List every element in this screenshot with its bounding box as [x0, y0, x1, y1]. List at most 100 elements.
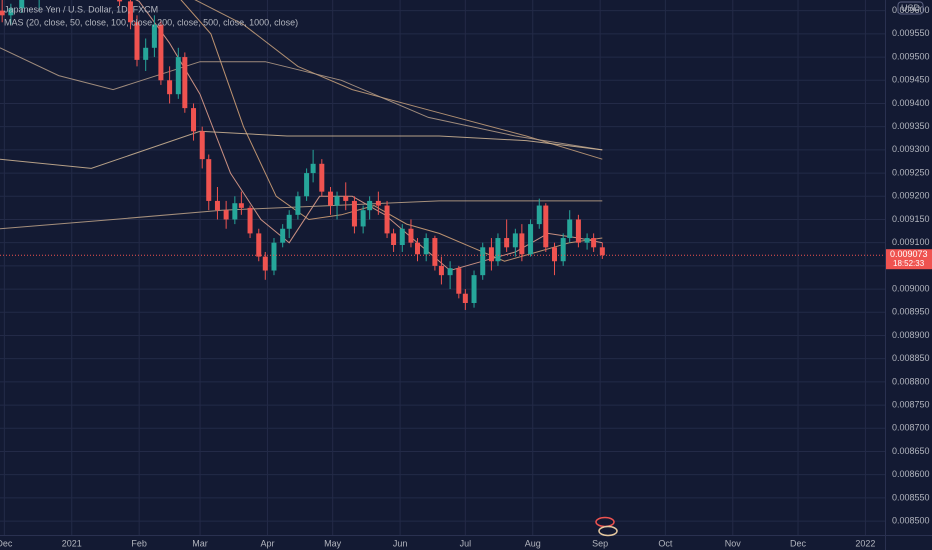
event-markers [595, 516, 618, 537]
candle-body [543, 205, 549, 248]
currency-label[interactable]: USD [901, 3, 921, 13]
y-tick-label: 0.009300 [892, 144, 930, 154]
y-tick-label: 0.008500 [892, 515, 930, 525]
y-tick-label: 0.008800 [892, 376, 930, 386]
moving-average-line [0, 130, 603, 169]
candle-body [304, 173, 310, 197]
y-tick-label: 0.009500 [892, 51, 930, 61]
y-tick-label: 0.009250 [892, 167, 930, 177]
y-tick-label: 0.009200 [892, 191, 930, 201]
x-tick-label: Apr [260, 538, 274, 548]
x-tick-label: 2022 [855, 538, 875, 548]
candle-body [310, 163, 316, 174]
candle-body [206, 159, 212, 201]
candle-body [191, 108, 197, 132]
candle-body [295, 196, 301, 215]
x-tick-label: May [324, 538, 342, 548]
x-tick-label: Oct [658, 538, 673, 548]
candle-body [584, 238, 590, 243]
candle-body [351, 200, 357, 227]
axes: 0.008500 0.008550 0.008600 0.008650 0.008700… [0, 5, 932, 548]
candle-body [167, 80, 173, 95]
candle-body [214, 200, 220, 211]
candle-body [414, 242, 420, 255]
candle-body [536, 205, 542, 225]
candle-body [560, 238, 566, 262]
y-tick-label: 0.009000 [892, 283, 930, 293]
candle-body [256, 233, 262, 257]
candle-body [438, 265, 444, 276]
candle-body [504, 238, 510, 248]
candle-body [384, 205, 390, 234]
candle-body [247, 207, 253, 234]
x-tick-label: Dec [0, 538, 13, 548]
candle-body [423, 238, 429, 255]
y-tick-label: 0.008600 [892, 469, 930, 479]
candle-body [334, 196, 340, 206]
y-tick-label: 0.009150 [892, 214, 930, 224]
x-tick-label: Jun [393, 538, 408, 548]
y-tick-label: 0.008550 [892, 492, 930, 502]
y-tick-label: 0.009450 [892, 75, 930, 85]
candle-body [134, 22, 140, 60]
candle-body [432, 238, 438, 266]
candle-body [512, 233, 518, 248]
indicator-legend: MAS (20, close, 50, close, 100, close, 2… [4, 17, 298, 27]
candle-body [19, 0, 25, 9]
candle-body [591, 238, 597, 248]
candle-body [117, 0, 123, 2]
y-tick-label: 0.009400 [892, 98, 930, 108]
candle-body [127, 1, 133, 23]
event-marker[interactable] [598, 525, 618, 537]
y-tick-label: 0.008950 [892, 307, 930, 317]
candle-body [399, 228, 405, 245]
moving-average-line [194, 0, 603, 160]
candle-body [8, 8, 14, 16]
y-tick-label: 0.009550 [892, 28, 930, 38]
y-tick-label: 0.009350 [892, 121, 930, 131]
candle-body [271, 242, 277, 271]
chart-title: Japanese Yen / U.S. Dollar, 1D, FXCM [4, 4, 158, 14]
candle-body [391, 233, 397, 245]
candle-body [360, 210, 366, 227]
candle-body [599, 247, 605, 256]
candle-body [238, 203, 244, 208]
candle-body [551, 247, 557, 262]
y-tick-label: 0.008750 [892, 399, 930, 409]
candle-body [0, 10, 5, 16]
countdown-label: 18:52:33 [893, 259, 925, 268]
candle-body [408, 228, 414, 243]
event-marker[interactable] [595, 516, 615, 528]
candle-body [456, 268, 462, 294]
x-tick-label: 2021 [62, 538, 82, 548]
x-tick-label: Nov [725, 538, 742, 548]
candle-body [319, 163, 325, 192]
plot-area [0, 0, 885, 310]
candle-body [199, 131, 205, 160]
candle-body [232, 203, 238, 220]
candle-body [143, 47, 149, 60]
x-tick-label: Mar [192, 538, 208, 548]
candle-body [495, 238, 501, 262]
price-label: 0.009073 [890, 249, 928, 259]
y-tick-label: 0.008900 [892, 330, 930, 340]
currency-button[interactable] [897, 1, 924, 15]
x-tick-label: Jul [460, 538, 472, 548]
y-tick-label: 0.009600 [892, 5, 930, 15]
y-tick-label: 0.008650 [892, 446, 930, 456]
y-tick-label: 0.009100 [892, 237, 930, 247]
candle-body [462, 293, 468, 303]
grid [0, 0, 885, 535]
candle-body [575, 219, 581, 243]
candle-body [223, 210, 229, 220]
x-tick-label: Dec [790, 538, 807, 548]
candle-body [447, 268, 453, 276]
moving-average-line [135, 0, 603, 272]
y-tick-label: 0.008850 [892, 353, 930, 363]
candle-body [471, 275, 477, 303]
x-tick-label: Sep [592, 538, 608, 548]
x-tick-label: Aug [525, 538, 541, 548]
